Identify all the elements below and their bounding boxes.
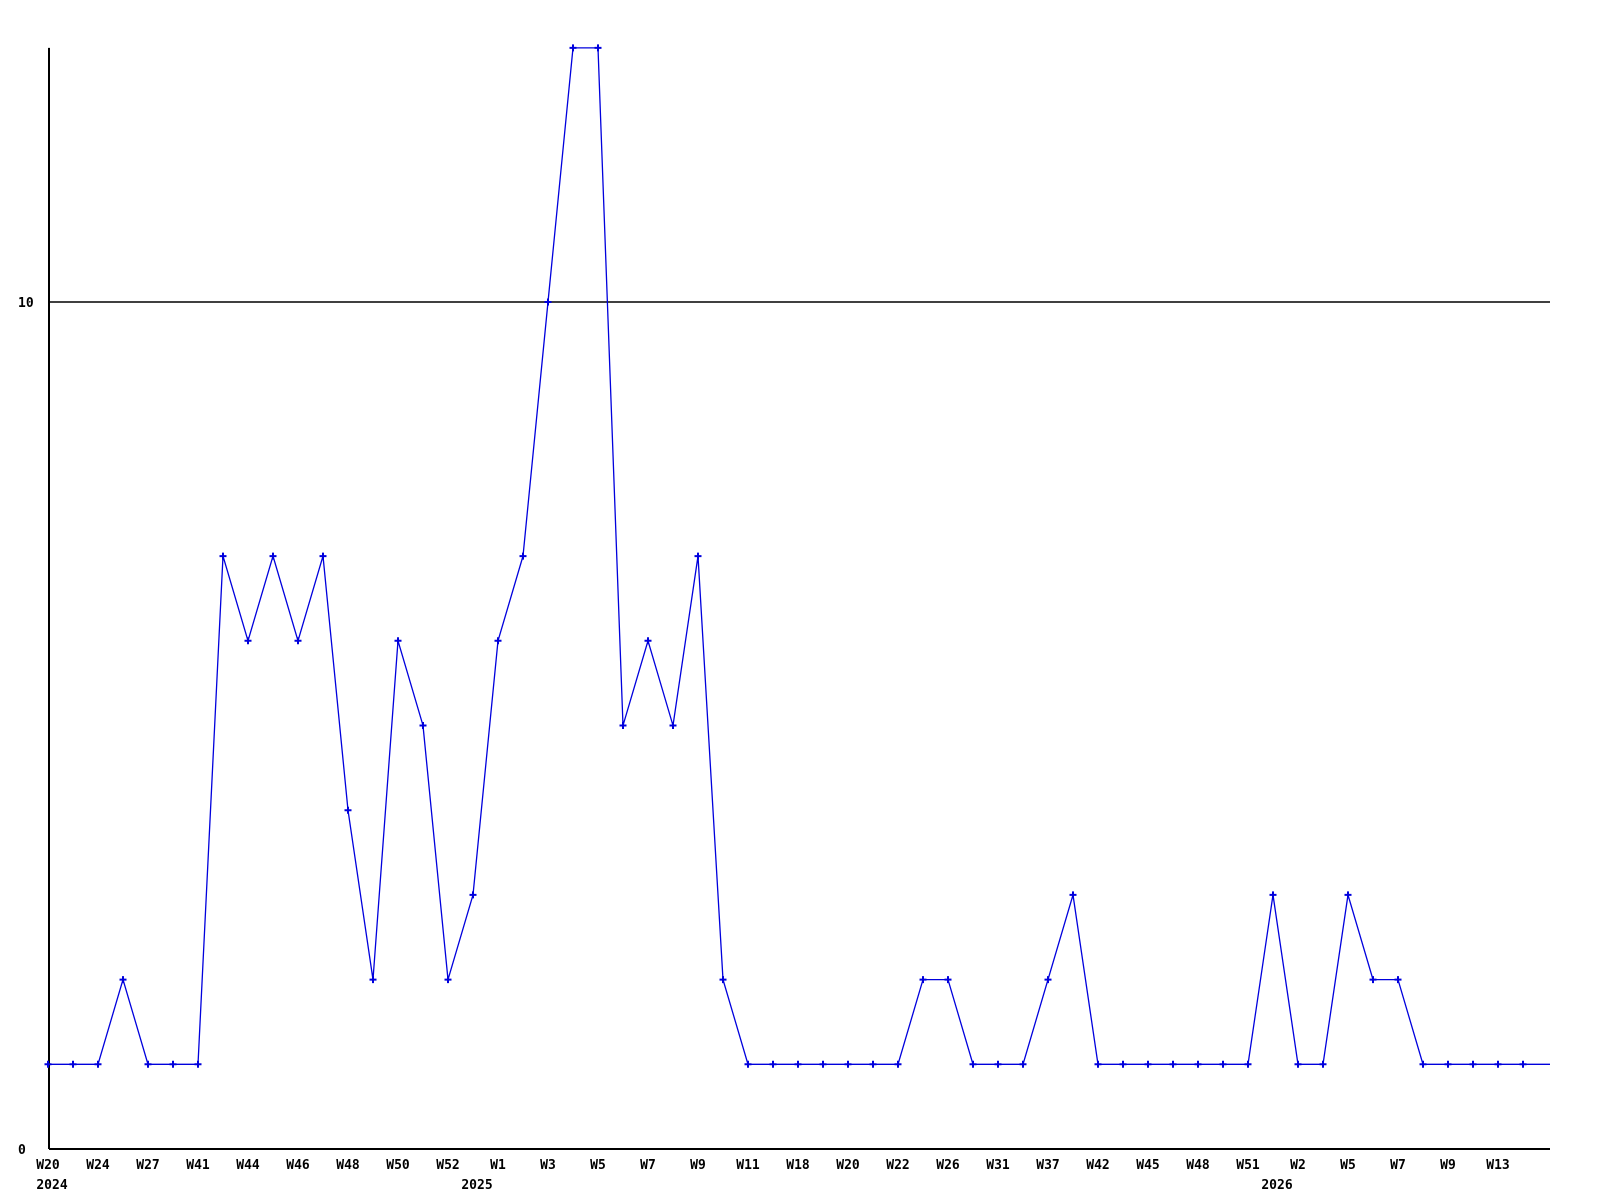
year-label-2025: 2025: [461, 1178, 492, 1193]
x-tick-label: W7: [1390, 1158, 1406, 1173]
x-tick-label: W22: [886, 1158, 909, 1173]
x-tick-label: W13: [1486, 1158, 1509, 1173]
x-tick-label: W3: [540, 1158, 556, 1173]
year-label-2026: 2026: [1261, 1178, 1292, 1193]
y-tick-label-10: 10: [18, 296, 34, 311]
x-tick-label: W42: [1086, 1158, 1109, 1173]
x-tick-label: W7: [640, 1158, 656, 1173]
x-tick-label: W45: [1136, 1158, 1159, 1173]
x-tick-label: W5: [1340, 1158, 1356, 1173]
x-tick-label: W46: [286, 1158, 310, 1173]
x-tick-label: W20: [836, 1158, 860, 1173]
y-tick-label-0: 0: [18, 1143, 26, 1158]
x-tick-label: W52: [436, 1158, 459, 1173]
x-tick-label: W5: [590, 1158, 606, 1173]
x-tick-label: W9: [690, 1158, 706, 1173]
x-tick-label: W44: [236, 1158, 260, 1173]
x-tick-label: W50: [386, 1158, 410, 1173]
x-tick-label: W48: [336, 1158, 360, 1173]
x-tick-label: W1: [490, 1158, 506, 1173]
x-tick-label: W48: [1186, 1158, 1210, 1173]
x-tick-label: W26: [936, 1158, 960, 1173]
year-label-2024: 2024: [36, 1178, 67, 1193]
x-tick-label: W2: [1290, 1158, 1306, 1173]
x-tick-label: W41: [186, 1158, 210, 1173]
x-tick-label: W18: [786, 1158, 810, 1173]
x-tick-label: W20: [36, 1158, 60, 1173]
x-tick-label: W11: [736, 1158, 760, 1173]
x-tick-label: W27: [136, 1158, 159, 1173]
x-tick-label: W9: [1440, 1158, 1456, 1173]
x-tick-label: W51: [1236, 1158, 1260, 1173]
data-point-markers: [44, 44, 1527, 1068]
x-tick-label: W24: [86, 1158, 110, 1173]
x-tick-label: W31: [986, 1158, 1010, 1173]
x-tick-label: W37: [1036, 1158, 1059, 1173]
